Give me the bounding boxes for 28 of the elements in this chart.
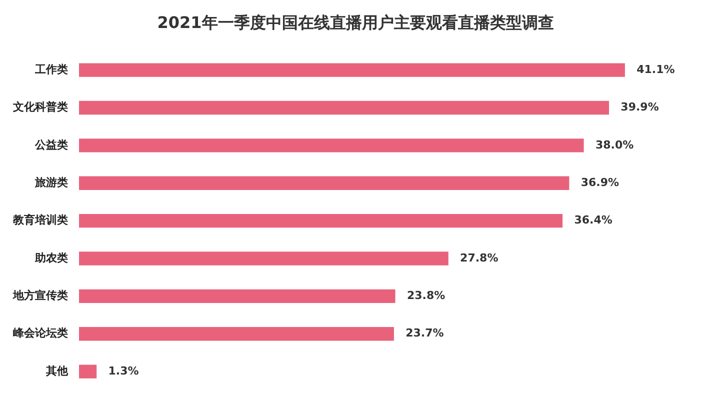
bar xyxy=(79,100,610,115)
bar xyxy=(79,327,394,341)
chart-title: 2021年一季度中国在线直播用户主要观看直播类型调查 xyxy=(157,12,554,32)
y-tick-label: 峰会论坛类 xyxy=(13,326,68,340)
bar xyxy=(79,214,563,228)
data-label: 1.3% xyxy=(108,364,139,378)
data-label: 36.9% xyxy=(580,176,620,189)
y-tick-label: 地方宣传类 xyxy=(12,289,68,302)
data-label: 27.8% xyxy=(460,251,498,264)
y-tick-label: 工作类 xyxy=(34,62,68,76)
bar xyxy=(79,138,584,152)
y-tick-label: 其他 xyxy=(45,364,69,378)
bar xyxy=(79,364,97,378)
y-tick-label: 助农类 xyxy=(34,251,68,264)
data-label: 36.4% xyxy=(574,214,612,227)
y-tick-label: 教育培训类 xyxy=(12,214,68,227)
y-tick-label: 文化科普类 xyxy=(12,100,68,114)
bar xyxy=(79,289,396,304)
bar xyxy=(79,63,625,77)
bar xyxy=(79,176,570,190)
y-tick-label: 公益类 xyxy=(34,138,68,152)
data-label: 23.7% xyxy=(406,326,444,340)
data-label: 39.9% xyxy=(620,100,659,114)
y-tick-label: 旅游类 xyxy=(34,176,68,189)
bar xyxy=(79,252,448,266)
data-label: 41.1% xyxy=(636,62,675,76)
data-label: 23.8% xyxy=(406,289,446,302)
data-label: 38.0% xyxy=(595,138,634,152)
